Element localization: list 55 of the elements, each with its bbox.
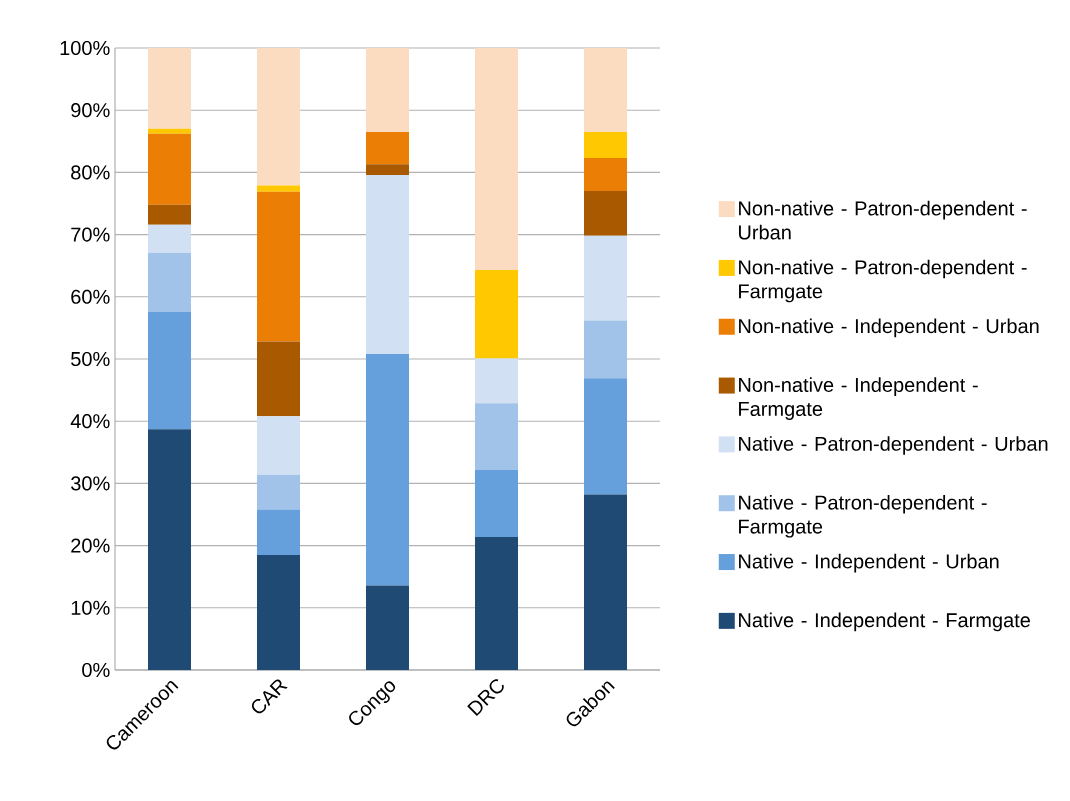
bar bbox=[475, 48, 518, 271]
bar bbox=[584, 191, 627, 236]
bar bbox=[475, 403, 518, 470]
legend-label: Native - Patron-dependent - Farmgate bbox=[739, 494, 987, 538]
legend-label: Non-native - Patron-dependent - Farmgate bbox=[739, 259, 1027, 303]
bar bbox=[366, 585, 409, 670]
legend-label: Non-native - Patron-dependent - Urban bbox=[738, 200, 1027, 240]
y-tick-label: 70% bbox=[71, 227, 110, 242]
bar bbox=[366, 164, 409, 175]
bar bbox=[584, 320, 627, 379]
y-tick-label: 50% bbox=[71, 351, 110, 367]
bar bbox=[475, 270, 518, 359]
bar bbox=[257, 185, 300, 192]
bar bbox=[257, 191, 300, 342]
y-tick-label: 20% bbox=[71, 538, 110, 553]
bar bbox=[475, 469, 518, 537]
bar bbox=[257, 554, 300, 670]
bar bbox=[366, 131, 409, 165]
bar bbox=[584, 48, 627, 132]
bar bbox=[148, 311, 191, 430]
bar bbox=[366, 354, 409, 586]
bar bbox=[148, 128, 191, 134]
y-tick-label: 10% bbox=[71, 600, 110, 615]
y-tick-label: 80% bbox=[71, 165, 110, 180]
legend-label: Non-native - Independent - Urban bbox=[739, 318, 1039, 338]
bar bbox=[148, 204, 191, 225]
legend-label: Native - Patron-dependent - Urban bbox=[739, 436, 1048, 455]
bar bbox=[257, 474, 300, 510]
bar bbox=[148, 252, 191, 312]
bar bbox=[584, 131, 627, 159]
y-tick-label: 30% bbox=[71, 476, 110, 491]
legend-label: Non-native - Independent - Farmgate bbox=[739, 377, 978, 420]
y-tick-label: 60% bbox=[71, 289, 110, 304]
bar bbox=[148, 48, 191, 129]
bar bbox=[584, 494, 627, 670]
bar bbox=[148, 224, 191, 253]
bar bbox=[148, 133, 191, 205]
bar bbox=[366, 48, 409, 132]
bar bbox=[475, 536, 518, 670]
y-tick-label: 100% bbox=[60, 40, 110, 56]
y-tick-label: 90% bbox=[71, 103, 110, 118]
bar bbox=[366, 174, 409, 355]
bar bbox=[584, 158, 627, 192]
bar bbox=[584, 378, 627, 495]
bar bbox=[257, 416, 300, 475]
y-tick-label: 0% bbox=[82, 662, 110, 678]
y-tick-label: 40% bbox=[70, 414, 110, 429]
bar bbox=[148, 429, 191, 670]
bar bbox=[584, 235, 627, 321]
bar bbox=[257, 341, 300, 417]
bar bbox=[257, 509, 300, 555]
bar bbox=[257, 48, 300, 186]
bar bbox=[475, 358, 518, 404]
legend-label: Native - Independent - Farmgate bbox=[739, 612, 1030, 632]
legend-label: Native - Independent - Urban bbox=[739, 553, 999, 573]
